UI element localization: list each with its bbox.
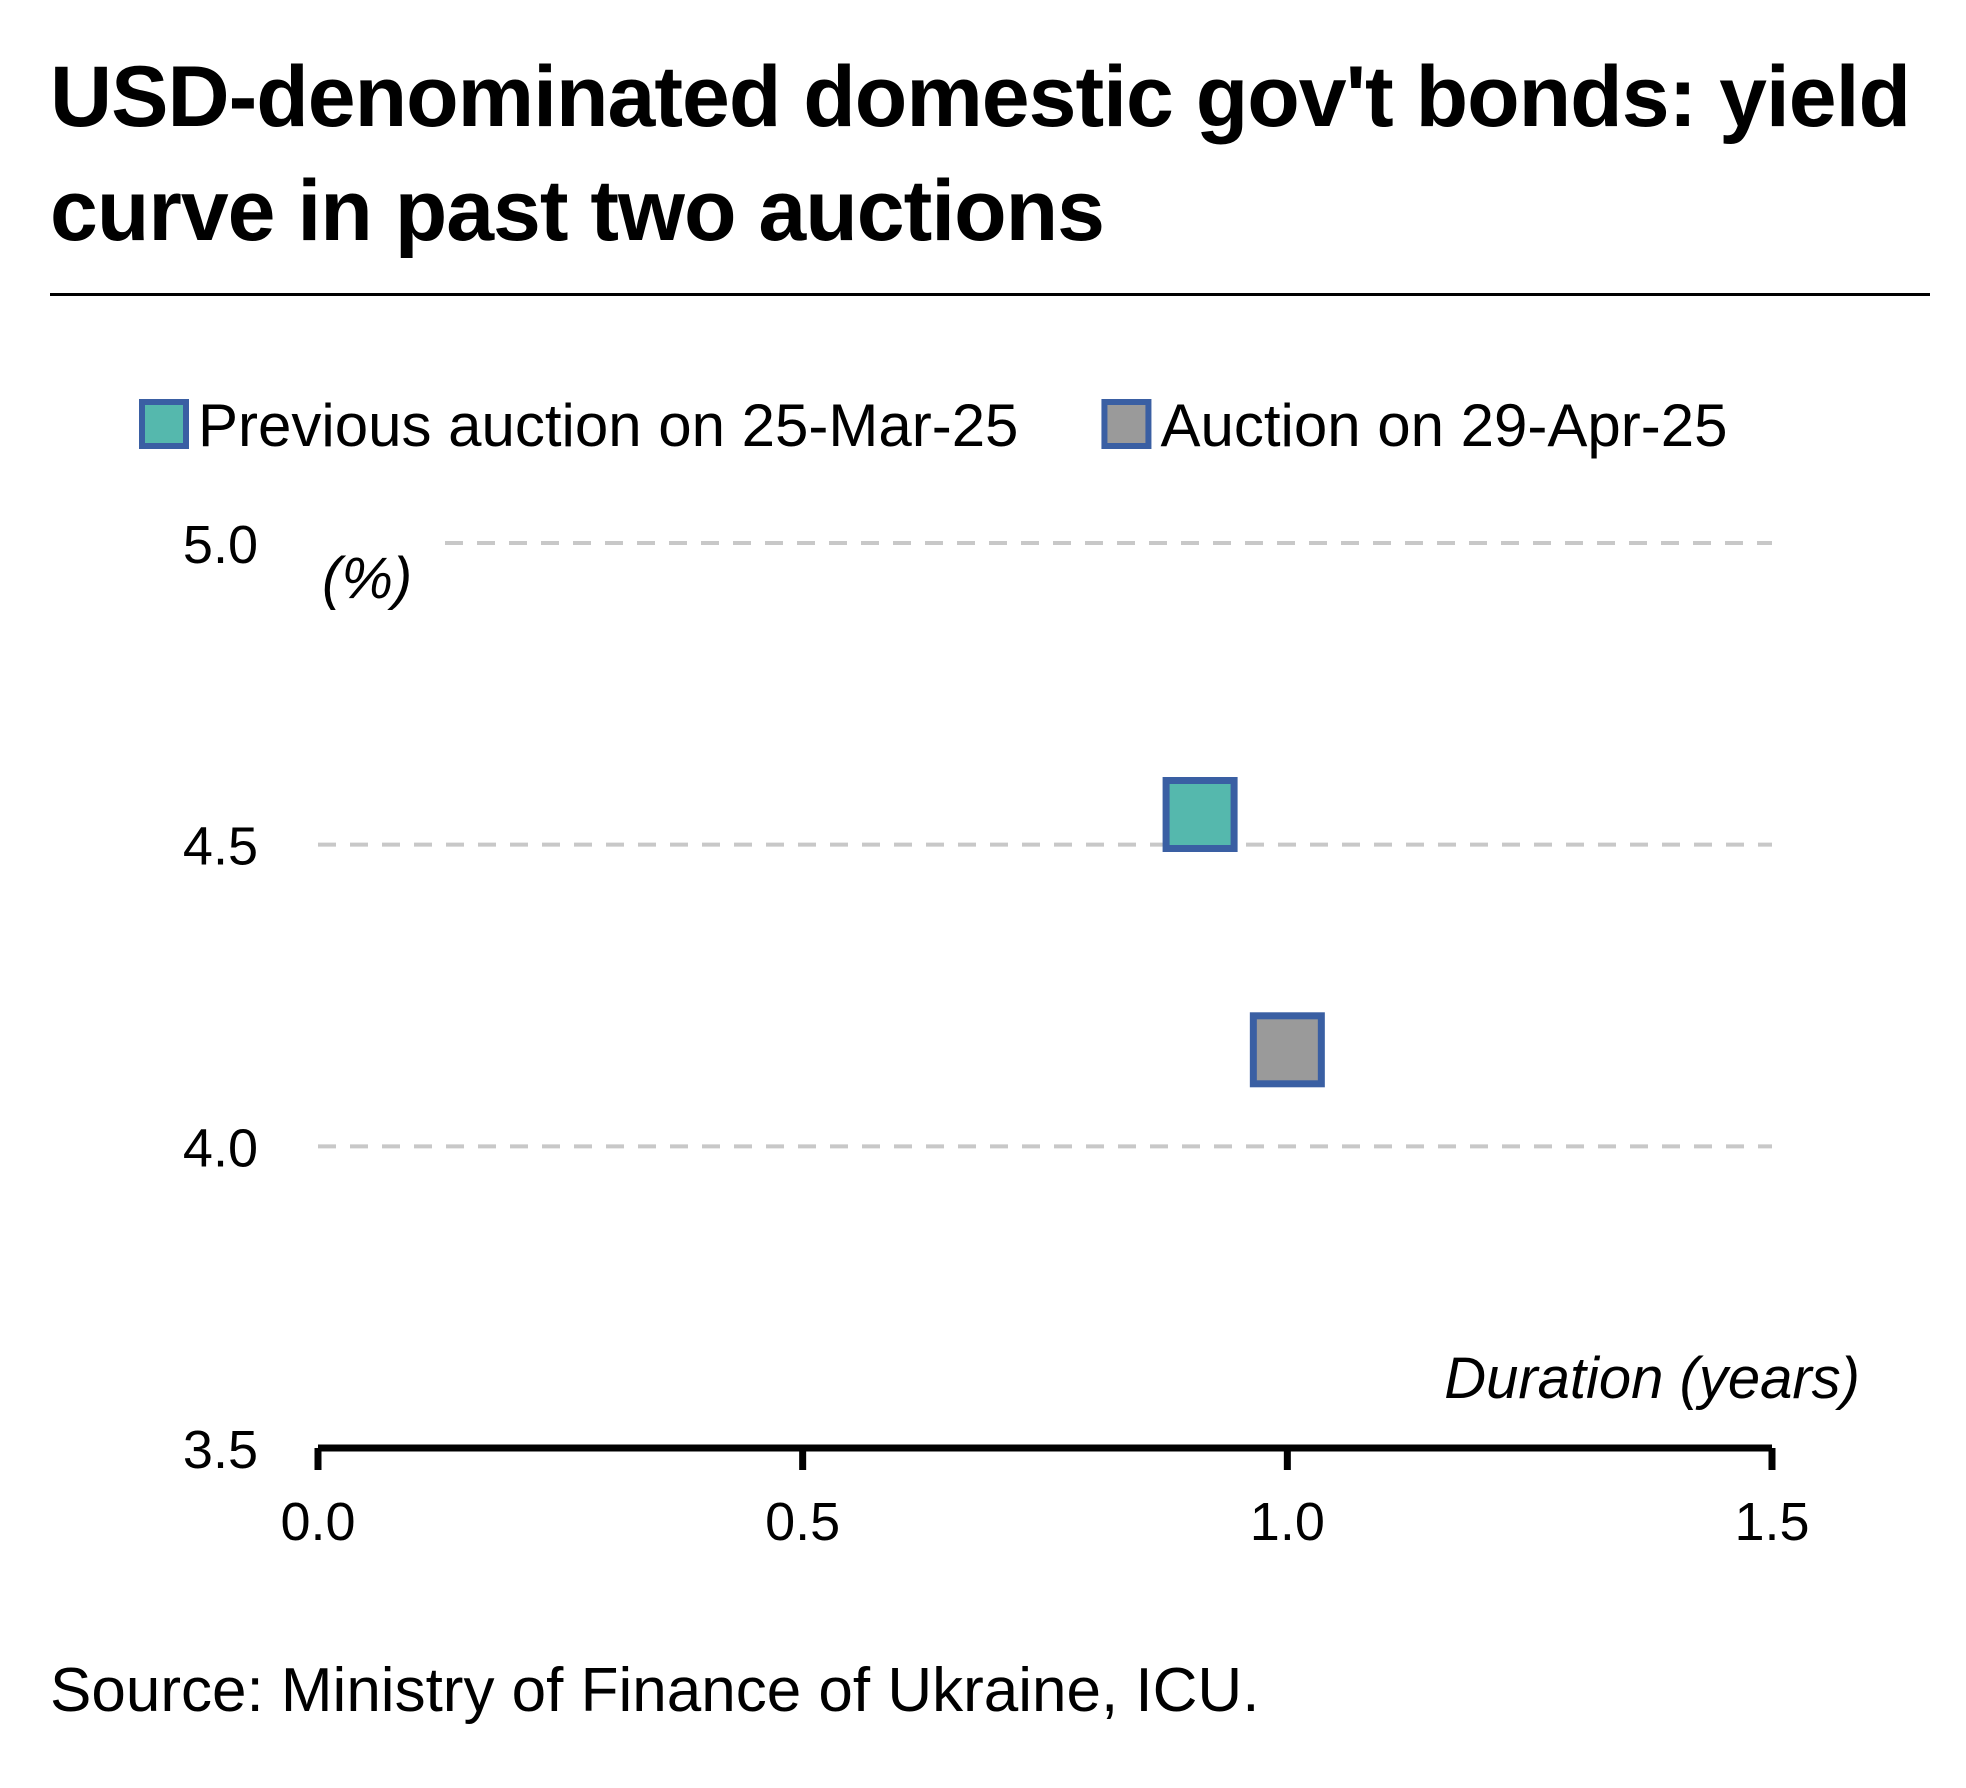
legend-swatch-1 [1101, 399, 1152, 449]
chart-title: USD-denominated domestic gov't bonds: yi… [50, 49, 1911, 259]
y-tick-label-2: 4.5 [183, 817, 258, 877]
y-tick-label-0: 3.5 [183, 1420, 258, 1480]
legend-label-1: Auction on 29-Apr-25 [1160, 392, 1727, 459]
source-note: Source: Ministry of Finance of Ukraine, … [50, 1656, 1260, 1725]
x-tick-label-3: 1.5 [1734, 1492, 1809, 1552]
data-point-s0-0 [1162, 777, 1238, 852]
y-tick-label-3: 5.0 [183, 515, 258, 575]
x-tick-label-2: 1.0 [1250, 1492, 1325, 1552]
y-axis-label: (%) [322, 546, 412, 611]
data-point-s1-0 [1249, 1012, 1325, 1088]
legend-label-0: Previous auction on 25-Mar-25 [198, 392, 1018, 459]
legend-swatch-0 [139, 399, 189, 449]
x-axis-label: Duration (years) [1444, 1346, 1860, 1411]
title-divider [50, 293, 1930, 296]
scatter-chart: Previous auction on 25-Mar-25 Auction on … [139, 392, 1860, 1552]
x-tick-label-1: 0.5 [765, 1492, 840, 1552]
x-tick-label-0: 0.0 [280, 1492, 355, 1552]
y-tick-label-1: 4.0 [183, 1118, 258, 1178]
